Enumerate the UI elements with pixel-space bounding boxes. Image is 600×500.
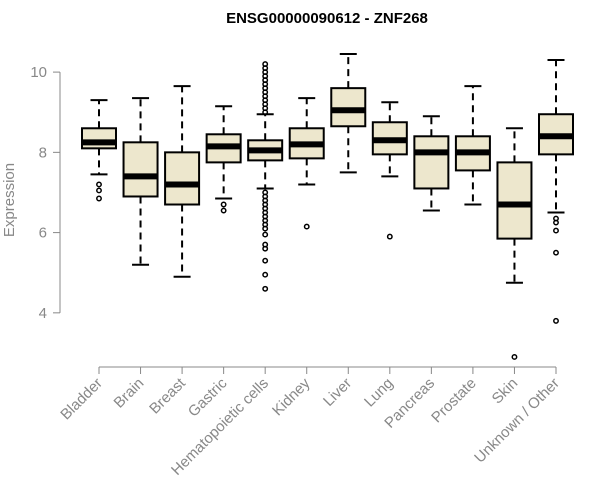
iqr-box [81,127,117,150]
outlier-point [262,109,269,116]
x-tick-label: Liver [320,375,355,410]
outlier-point [262,271,269,278]
x-tick-label: Skin [489,375,522,408]
outlier-point [262,257,269,264]
x-tick-label: Kidney [269,374,314,419]
iqr-box [330,87,367,128]
outlier-point [262,245,269,252]
chart-title: ENSG00000090612 - ZNF268 [226,10,428,27]
outlier-point [553,317,559,324]
box-group [164,85,201,278]
box-group [205,105,242,214]
x-tick-label: Lung [361,375,397,411]
y-axis-label: Expression [1,163,18,237]
outlier-point [96,181,102,188]
box-group [122,97,159,266]
y-tick-label: 10 [30,64,47,81]
x-tick-label: Bladder [57,375,106,424]
box-group [413,115,450,212]
box-group [538,59,574,324]
outlier-point [96,187,102,194]
outlier-point [553,219,559,226]
outlier-point [386,233,393,240]
x-tick-label: Prostate [428,375,480,427]
box-group [496,127,533,360]
y-tick-label: 6 [39,225,47,242]
box-group [247,61,284,292]
iqr-box [122,141,159,198]
outlier-point [553,227,559,234]
y-axis: 4 6 8 10 [30,64,61,322]
box-group [330,53,367,174]
outlier-point [303,223,310,230]
outlier-point [262,285,269,292]
box-group [454,85,491,206]
outlier-point [553,249,559,256]
y-tick-label: 4 [39,305,47,322]
iqr-box [164,151,201,206]
x-tick-label: Brain [111,375,148,412]
outlier-point [220,207,227,214]
outlier-point [511,354,518,360]
outlier-point [262,225,269,232]
outlier-point [220,201,227,208]
iqr-box [496,161,533,240]
y-tick-label: 8 [39,144,47,161]
boxes [81,53,574,360]
iqr-box [413,135,450,190]
box-group [288,97,325,230]
outlier-point [262,231,269,238]
box-group [371,101,408,240]
outlier-point [96,195,102,202]
x-tick-label: Breast [146,374,189,417]
box-group [81,99,117,202]
